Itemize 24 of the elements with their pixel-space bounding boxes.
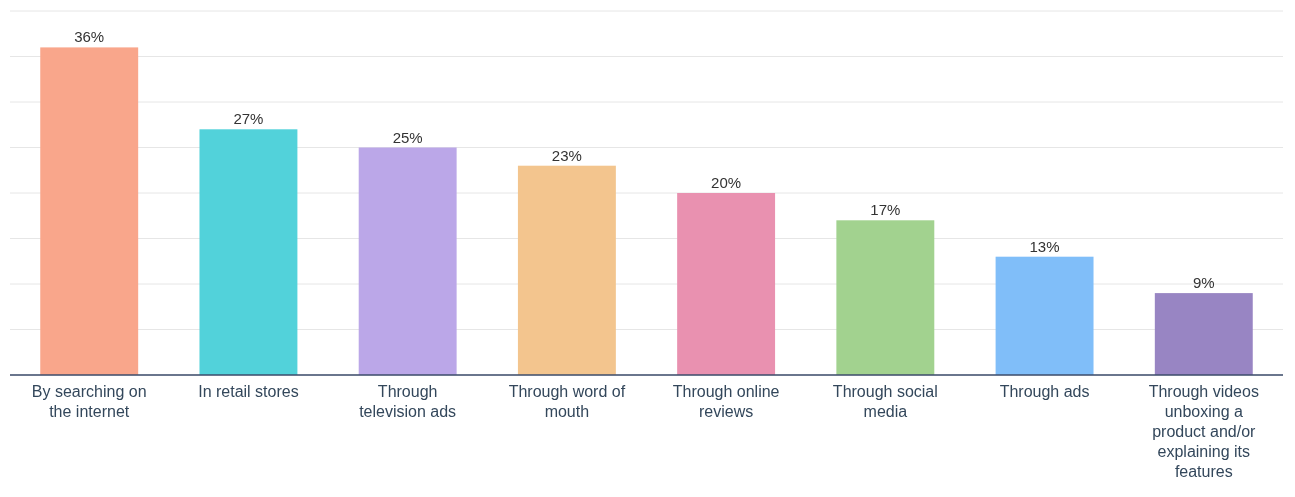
x-tick-label: Through online reviews (672, 383, 780, 420)
data-label: 20% (711, 174, 742, 191)
bar (517, 165, 616, 375)
data-label: 23% (551, 146, 582, 164)
data-label: 27% (233, 110, 264, 128)
bar (995, 256, 1094, 375)
data-label: 25% (392, 128, 423, 146)
bar (199, 129, 298, 375)
x-tick-label: By searching on the internet (31, 383, 147, 420)
data-label: 17% (870, 201, 901, 219)
x-tick-label: Through television ads (359, 383, 457, 420)
data-label: 36% (74, 28, 105, 46)
bar (358, 147, 457, 375)
data-label: 9% (1192, 274, 1215, 292)
bar (677, 193, 776, 375)
x-tick-label: Through ads (999, 383, 1090, 400)
bar (1154, 293, 1253, 375)
x-tick-label: Through videos unboxing a product and/or explaining its features (1148, 383, 1259, 480)
bar (836, 220, 935, 375)
x-tick-label: Through word of mouth (508, 383, 626, 420)
x-tick-label: Through social media (832, 383, 938, 420)
x-tick-label: In retail stores (198, 383, 299, 400)
data-label: 13% (1029, 237, 1060, 255)
bar (40, 47, 139, 375)
